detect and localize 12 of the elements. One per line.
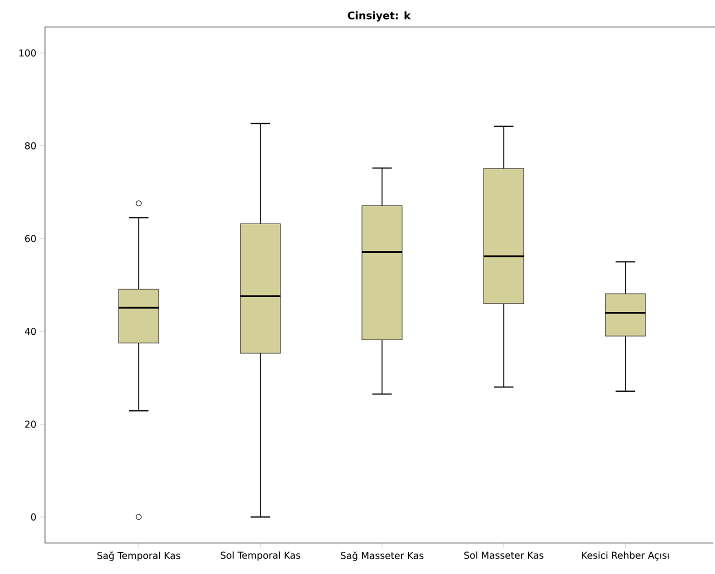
x-tick-label: Sol Temporal Kas [220,552,300,561]
chart-title: Cinsiyet: k [348,11,411,22]
x-tick-label: Sol Masseter Kas [464,552,544,559]
x-tick-label: Sağ Temporal Kas [97,552,180,561]
y-tick-label: 0 [31,513,36,521]
x-tick-label: Sağ Masseter Kas [340,552,424,561]
x-tick-label: Kesici Rehber Açısı [582,552,669,561]
y-tick-label: 80 [25,142,36,150]
y-tick-label: 20 [25,420,36,428]
y-tick-label: 60 [25,235,36,242]
y-tick-label: 100 [19,49,36,57]
y-tick-label: 40 [24,328,36,335]
